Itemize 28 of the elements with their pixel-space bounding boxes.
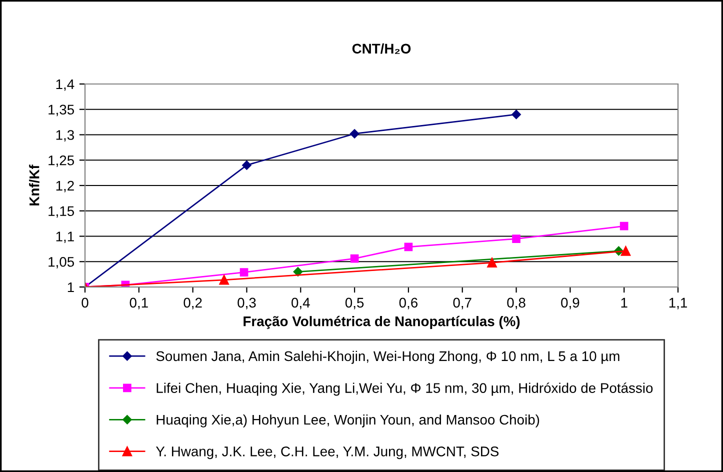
legend-label: Soumen Jana, Amin Salehi-Khojin, Wei-Hong Zhong, Φ 10 nm, L 5 a 10 µm <box>156 350 620 364</box>
y-axis-title: Knf/Kf <box>29 164 40 206</box>
y-tick-label: 1,05 <box>48 256 74 268</box>
x-tick-label: 1 <box>621 298 628 308</box>
x-tick-label: 0,3 <box>238 298 256 310</box>
x-tick-label: 0,1 <box>130 298 148 310</box>
legend-label: Lifei Chen, Huaqing Xie, Yang Li,Wei Yu, Φ 15 nm, 30 µm, Hidróxido de Potássio <box>156 382 653 396</box>
x-tick-label: 0,6 <box>399 298 418 310</box>
legend-label: Huaqing Xie,a) Hohyun Lee, Wonjin Youn, and Mansoo Choib) <box>156 414 540 428</box>
x-tick-label: 0,5 <box>345 298 364 310</box>
y-tick-label: 1 <box>68 282 74 292</box>
y-tick-label: 1,3 <box>56 130 74 142</box>
x-tick-label: 0 <box>82 298 88 308</box>
y-tick-label: 1,4 <box>56 79 74 91</box>
x-tick-label: 1,1 <box>669 298 687 310</box>
chart-title: CNT/H₂O <box>352 43 411 54</box>
x-tick-label: 0,9 <box>561 298 580 310</box>
legend-label: Y. Hwang, J.K. Lee, C.H. Lee, Y.M. Jung, MWCNT, SDS <box>156 446 499 460</box>
x-tick-label: 0,4 <box>292 298 310 310</box>
y-tick-label: 1,35 <box>48 104 74 116</box>
x-tick-label: 0,7 <box>453 298 472 310</box>
y-tick-label: 1,2 <box>56 180 74 192</box>
y-tick-label: 1,1 <box>56 232 74 244</box>
y-tick-label: 1,15 <box>48 206 74 218</box>
x-tick-label: 0,8 <box>507 298 526 310</box>
x-axis-title: Fração Volumétrica de Nanopartículas (%) <box>244 316 520 329</box>
y-tick-label: 1,25 <box>48 155 74 167</box>
x-tick-label: 0,2 <box>184 298 202 310</box>
